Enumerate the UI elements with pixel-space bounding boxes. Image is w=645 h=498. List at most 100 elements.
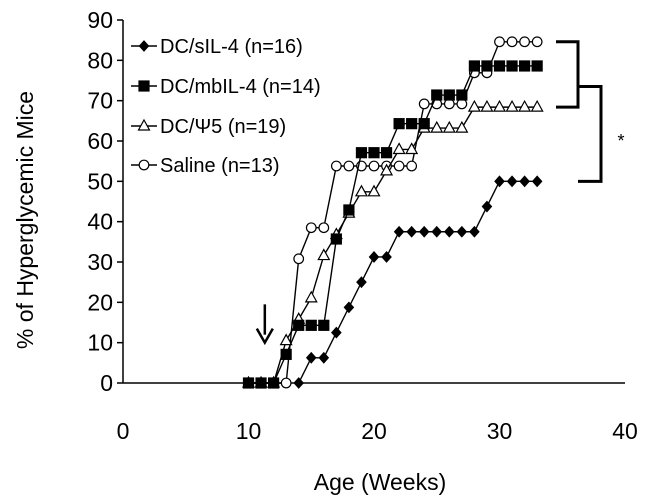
data-point xyxy=(279,333,293,346)
data-point xyxy=(531,175,543,188)
y-tick-label: 50 xyxy=(87,168,113,194)
data-point xyxy=(418,225,430,238)
data-point xyxy=(304,290,318,303)
data-point xyxy=(255,377,267,389)
data-point xyxy=(368,160,380,172)
data-point xyxy=(519,36,530,48)
y-tick-label: 20 xyxy=(87,289,113,315)
data-point xyxy=(305,222,317,234)
data-point xyxy=(480,99,494,112)
y-tick-label: 0 xyxy=(100,370,113,396)
data-point xyxy=(492,99,507,112)
y-axis-label: % of Hyperglycemic Mice xyxy=(12,91,38,349)
legend-item: DC/mbIL-4 (n=14) xyxy=(131,76,321,98)
data-point xyxy=(331,326,342,339)
data-point xyxy=(481,200,493,213)
data-point xyxy=(380,147,393,159)
data-point xyxy=(494,36,505,48)
x-tick-label: 40 xyxy=(612,418,638,444)
x-tick-label: 20 xyxy=(361,418,387,444)
legend-marker-triangle xyxy=(137,118,151,131)
data-point xyxy=(493,60,506,72)
legend: DC/sIL-4 (n=16) DC/mbIL-4 (n=14) DC/Ψ5 (n=… xyxy=(131,36,321,177)
data-point xyxy=(280,348,292,360)
data-point xyxy=(430,120,444,133)
legend-label: DC/Ψ5 (n=19) xyxy=(160,116,286,138)
data-point xyxy=(481,60,493,72)
series-line xyxy=(298,180,538,384)
series-lines xyxy=(241,36,544,389)
y-tick-label: 80 xyxy=(87,47,113,73)
data-point xyxy=(367,184,381,197)
data-point xyxy=(431,225,443,238)
data-point xyxy=(456,89,468,101)
legend-label: DC/sIL-4 (n=16) xyxy=(160,36,303,58)
legend-label: DC/mbIL-4 (n=14) xyxy=(160,76,321,98)
x-tick-label: 30 xyxy=(487,418,513,444)
y-tick-label: 10 xyxy=(87,330,113,356)
data-point xyxy=(506,60,518,72)
data-point xyxy=(392,142,406,155)
data-point xyxy=(393,225,405,238)
data-point xyxy=(355,147,368,159)
data-point xyxy=(280,377,292,389)
series-diamond xyxy=(293,175,543,389)
data-point xyxy=(381,251,392,263)
significance-label: * xyxy=(617,131,624,151)
data-point xyxy=(368,147,380,159)
data-point xyxy=(519,175,530,188)
data-point xyxy=(494,175,505,188)
x-axis-label: Age (Weeks) xyxy=(314,469,447,495)
data-point xyxy=(293,319,305,331)
data-point xyxy=(467,99,481,112)
data-point xyxy=(531,60,543,72)
series-square xyxy=(242,60,543,389)
data-point xyxy=(393,118,405,130)
data-point xyxy=(242,377,255,389)
tick-labels: 0 10 20 30 40 50 60 70 80 90 0 10 20 30 40 xyxy=(87,7,637,444)
data-point xyxy=(469,225,480,238)
data-point xyxy=(530,99,544,112)
annotations xyxy=(255,304,274,346)
bracket-inner xyxy=(556,40,580,109)
data-point xyxy=(418,118,430,130)
data-point xyxy=(456,225,468,238)
legend-item: Saline (n=13) xyxy=(131,155,280,177)
data-point xyxy=(393,160,405,172)
data-point xyxy=(405,142,419,155)
legend-marker-circle xyxy=(138,159,150,171)
data-point xyxy=(380,163,394,176)
y-tick-label: 90 xyxy=(87,7,113,33)
data-point xyxy=(518,60,531,72)
x-tick-label: 0 xyxy=(117,418,130,444)
y-tick-label: 30 xyxy=(87,249,113,275)
legend-marker-diamond xyxy=(138,40,150,52)
data-point xyxy=(305,351,317,364)
legend-item: DC/Ψ5 (n=19) xyxy=(131,116,286,138)
data-point xyxy=(531,36,543,48)
legend-marker-square xyxy=(138,80,150,92)
data-point xyxy=(343,204,355,216)
data-point xyxy=(418,98,430,110)
axes xyxy=(122,20,625,384)
x-tick-label: 10 xyxy=(236,418,262,444)
data-point xyxy=(356,276,367,289)
data-point xyxy=(318,351,330,364)
y-tick-label: 40 xyxy=(87,209,113,235)
data-point xyxy=(318,319,330,331)
data-point xyxy=(431,89,443,101)
data-point xyxy=(318,222,330,234)
data-point xyxy=(518,99,532,112)
data-point xyxy=(505,99,519,112)
data-point xyxy=(455,120,469,133)
data-point xyxy=(330,233,342,245)
data-point xyxy=(406,225,417,238)
data-point xyxy=(343,160,355,172)
significance-bracket xyxy=(556,40,603,183)
data-point xyxy=(443,89,455,101)
data-point xyxy=(442,120,456,133)
legend-item: DC/sIL-4 (n=16) xyxy=(131,36,303,58)
legend-label: Saline (n=13) xyxy=(160,155,280,177)
data-point xyxy=(293,377,305,389)
